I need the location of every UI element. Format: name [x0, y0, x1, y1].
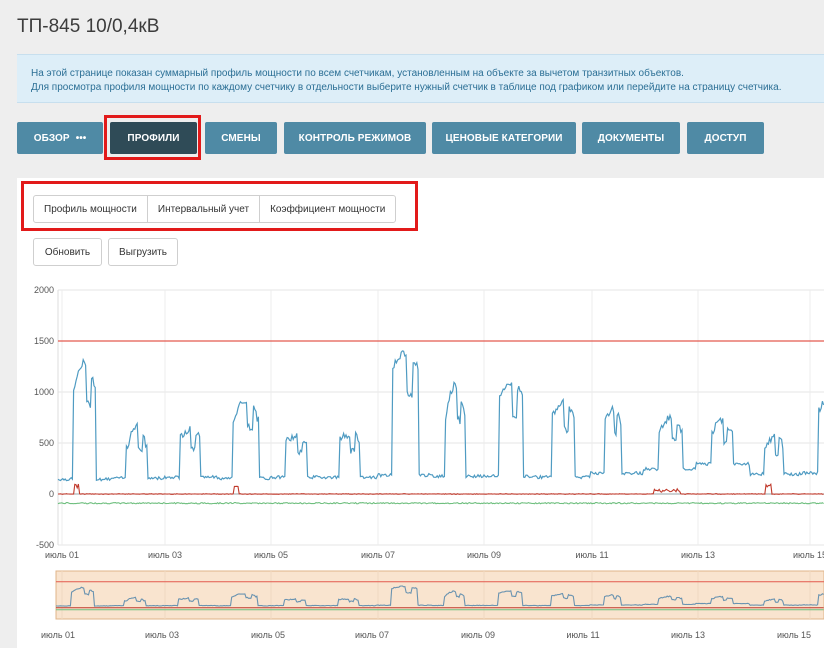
info-banner: На этой странице показан суммарный профи… — [17, 54, 824, 103]
tab-price-categories[interactable]: ЦЕНОВЫЕ КАТЕГОРИИ — [432, 122, 576, 154]
navigator-x-tick-label: июль 03 — [145, 630, 179, 640]
highlight-profiles-tab — [104, 115, 201, 160]
y-tick-label: 1500 — [34, 336, 54, 346]
x-tick-label: июль 01 — [45, 550, 79, 560]
series-main-line — [57, 350, 824, 482]
x-tick-label: июль 03 — [148, 550, 182, 560]
y-tick-label: -500 — [36, 540, 54, 550]
y-tick-label: 0 — [49, 489, 54, 499]
y-tick-label: 2000 — [34, 285, 54, 295]
navigator-x-tick-label: июль 15 — [777, 630, 811, 640]
navigator-x-tick-label: июль 01 — [41, 630, 75, 640]
navigator-x-tick-label: июль 05 — [251, 630, 285, 640]
tab-profiles[interactable]: ПРОФИЛИ — [110, 122, 197, 154]
more-dots-icon: ••• — [75, 132, 87, 144]
subtab-power-profile[interactable]: Профиль мощности — [34, 196, 148, 222]
tab-access[interactable]: ДОСТУП — [687, 122, 764, 154]
y-tick-label: 500 — [39, 438, 54, 448]
highlight-subtabs — [21, 181, 418, 231]
profile-subtabs: Профиль мощности Интервальный учет Коэфф… — [33, 195, 397, 223]
x-tick-label: июль 11 — [575, 550, 608, 560]
subtab-power-factor[interactable]: Коэффициент мощности — [270, 203, 386, 215]
navigator-window[interactable] — [55, 570, 824, 620]
navigator-x-tick-label: июль 11 — [566, 630, 599, 640]
tab-mode-control[interactable]: КОНТРОЛЬ РЕЖИМОВ — [284, 122, 426, 154]
tab-overview[interactable]: ОБЗОР ••• — [17, 122, 103, 154]
info-line-1: На этой странице показан суммарный профи… — [31, 68, 684, 79]
x-tick-label: июль 15 — [793, 550, 824, 560]
y-tick-label: 1000 — [34, 387, 54, 397]
info-line-2: Для просмотра профиля мощности по каждом… — [31, 82, 782, 93]
subtab-interval-accounting[interactable]: Интервальный учет — [148, 196, 261, 222]
navigator-x-tick-label: июль 13 — [671, 630, 705, 640]
series-red-line — [58, 483, 824, 495]
x-tick-label: июль 05 — [254, 550, 288, 560]
series-green-line — [57, 501, 824, 505]
navigator-x-tick-label: июль 07 — [355, 630, 389, 640]
tab-overview-label: ОБЗОР — [33, 132, 70, 144]
export-button[interactable]: Выгрузить — [108, 238, 178, 266]
tab-documents[interactable]: ДОКУМЕНТЫ — [582, 122, 680, 154]
refresh-button[interactable]: Обновить — [33, 238, 102, 266]
navigator-x-tick-label: июль 09 — [461, 630, 495, 640]
navigator-main-line — [55, 585, 824, 607]
x-tick-label: июль 09 — [467, 550, 501, 560]
x-tick-label: июль 13 — [681, 550, 715, 560]
tab-shifts[interactable]: СМЕНЫ — [205, 122, 277, 154]
page-title: ТП-845 10/0,4кВ — [17, 16, 160, 37]
x-tick-label: июль 07 — [361, 550, 395, 560]
